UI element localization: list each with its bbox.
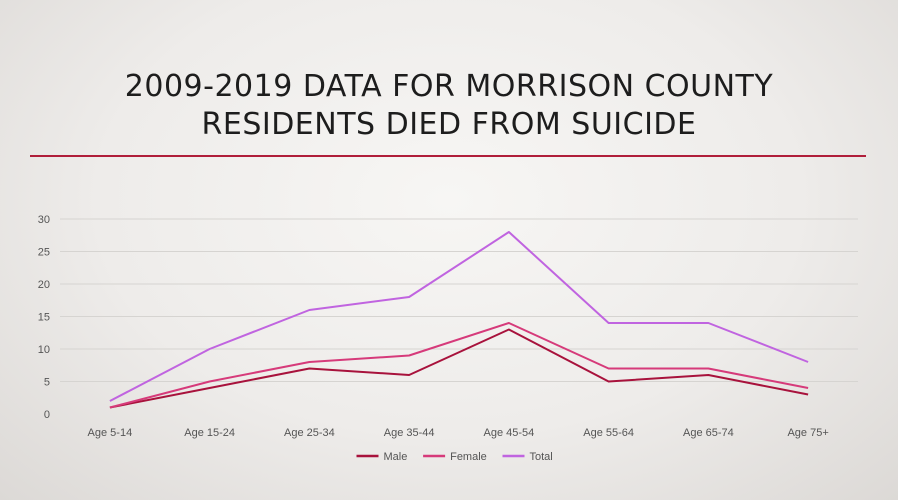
y-tick-label: 0	[44, 409, 50, 421]
x-tick-label: Age 55-64	[583, 427, 634, 439]
title-divider	[30, 155, 866, 157]
x-tick-label: Age 15-24	[184, 427, 235, 439]
x-tick-label: Age 35-44	[384, 427, 435, 439]
series-line-total	[109, 231, 809, 402]
y-tick-label: 10	[38, 344, 50, 356]
x-tick-label: Age 5-14	[88, 427, 133, 439]
y-tick-label: 20	[38, 279, 50, 291]
legend-label: Total	[530, 451, 553, 463]
x-tick-label: Age 45-54	[483, 427, 534, 439]
y-tick-label: 30	[38, 214, 50, 226]
x-tick-label: Age 25-34	[284, 427, 335, 439]
title-line-2: RESIDENTS DIED FROM SUICIDE	[201, 107, 697, 142]
y-tick-label: 15	[38, 312, 50, 324]
x-tick-label: Age 65-74	[683, 427, 734, 439]
slide-title: 2009-2019 DATA FOR MORRISON COUNTY RESID…	[0, 68, 898, 144]
y-tick-label: 5	[44, 377, 50, 389]
x-tick-label: Age 75+	[787, 427, 828, 439]
title-line-1: 2009-2019 DATA FOR MORRISON COUNTY	[124, 69, 774, 104]
legend-label: Female	[450, 451, 487, 463]
legend-label: Male	[384, 451, 408, 463]
series-line-male	[109, 328, 809, 409]
y-tick-label: 25	[38, 247, 50, 259]
series-line-female	[109, 322, 809, 409]
